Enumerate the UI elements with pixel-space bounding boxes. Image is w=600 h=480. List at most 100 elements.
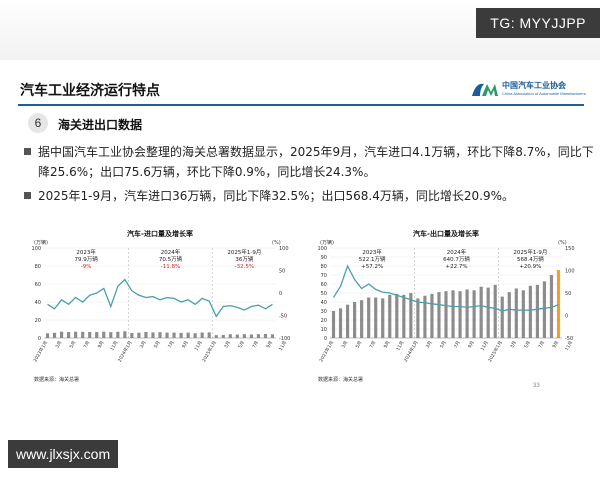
bullet-text: 据中国汽车工业协会整理的海关总署数据显示，2025年9月，汽车进口4.1万辆，环… — [38, 145, 594, 179]
x-tick-label: 11月 — [395, 340, 405, 352]
x-tick-label: 3月 — [425, 340, 434, 349]
right-tick-label: 50 — [279, 269, 285, 275]
x-tick-label: 7月 — [167, 340, 176, 349]
data-bar — [45, 333, 50, 338]
left-tick-label: 50 — [321, 291, 327, 297]
data-bar — [67, 332, 71, 338]
right-axis-unit: (%) — [272, 240, 281, 246]
annotation-year: 2024年 — [161, 248, 181, 256]
data-bar — [521, 290, 525, 338]
data-bar — [172, 332, 176, 338]
data-bar — [221, 335, 225, 338]
data-bar — [549, 275, 554, 338]
data-bar — [331, 311, 336, 338]
annotation-value: 36万辆 — [235, 255, 253, 263]
x-tick-label: 9月 — [383, 340, 392, 349]
data-bar — [535, 284, 539, 338]
export-source-note: 数据来源：海关总署 — [318, 377, 364, 383]
data-bar — [338, 308, 343, 338]
watermark-top: TG: MYYJJPP — [476, 8, 600, 38]
x-tick-label: 11月 — [480, 340, 490, 352]
logo-subtitle: China Association of Automobile Manufact… — [502, 91, 586, 96]
x-tick-label: 11月 — [278, 340, 288, 352]
right-tick-label: 100 — [279, 246, 289, 252]
export-chart: 汽车-出口量及增长率 (万辆) (%) 100 90 80 70 60 50 40 30 20 10 0 1… — [300, 229, 590, 390]
chart-title: 汽车-出口量及增长率 — [413, 230, 479, 238]
data-bar — [345, 304, 350, 338]
data-bar — [193, 333, 197, 338]
data-bar — [353, 302, 357, 338]
section-title: 海关进出口数据 — [58, 118, 143, 132]
watermark-bottom: www.jlxsjx.com — [8, 440, 119, 468]
export-chart-svg: 汽车-出口量及增长率(万辆) (%)10090807060504030201001… — [317, 229, 575, 364]
caam-logo-icon — [472, 83, 498, 96]
slide-title: 汽车工业经济运行特点 — [20, 83, 160, 99]
left-tick-label: 40 — [321, 300, 327, 306]
x-tick-label: 3月 — [139, 340, 148, 349]
data-bar — [130, 332, 134, 338]
x-tick-label: 11月 — [194, 340, 204, 352]
annotation-year: 2023年 — [362, 248, 382, 256]
x-tick-label: 3月 — [509, 340, 518, 349]
data-bar — [451, 290, 455, 338]
data-bar — [151, 332, 155, 338]
right-tick-label: 100 — [565, 269, 575, 275]
data-bar — [423, 295, 427, 338]
data-bar — [486, 287, 490, 338]
data-bar — [507, 292, 511, 338]
data-bar — [228, 334, 232, 338]
bullet-item: 据中国汽车工业协会整理的海关总署数据显示，2025年9月，汽车进口4.1万辆，环… — [24, 142, 594, 182]
x-tick-label: 9月 — [265, 340, 274, 349]
right-tick-label: 0 — [565, 314, 568, 320]
data-bar — [256, 334, 261, 338]
x-tick-label: 7月 — [369, 340, 378, 349]
annotation-year: 2025年1-9月 — [513, 248, 547, 256]
data-bar — [458, 291, 462, 338]
data-bar — [360, 300, 364, 338]
left-tick-label: 90 — [321, 255, 327, 261]
x-tick-label: 2023年1月 — [32, 340, 50, 364]
x-tick-label: 7月 — [453, 340, 462, 349]
x-tick-label: 7月 — [83, 340, 92, 349]
data-bar — [430, 293, 434, 338]
data-bar — [500, 296, 504, 338]
annotation-value: 70.5万辆 — [159, 255, 183, 263]
data-bar — [242, 334, 246, 338]
x-tick-label: 2023年1月 — [318, 340, 336, 364]
x-tick-label: 3月 — [223, 340, 232, 349]
left-tick-label: 0 — [38, 336, 41, 342]
growth-rate-line — [47, 278, 273, 318]
data-bar — [116, 331, 120, 338]
left-tick-label: 60 — [35, 282, 41, 288]
data-bar — [374, 297, 378, 338]
right-tick-label: 150 — [565, 246, 575, 252]
left-tick-label: 30 — [321, 309, 327, 315]
data-bar — [249, 334, 253, 338]
x-tick-label: 5月 — [523, 340, 532, 349]
data-bar — [367, 297, 371, 338]
left-tick-label: 10 — [321, 327, 327, 333]
data-bar — [402, 294, 406, 338]
left-tick-label: 40 — [35, 300, 41, 306]
data-bar — [409, 293, 413, 338]
x-tick-label: 7月 — [537, 340, 546, 349]
data-bar — [88, 331, 92, 338]
data-bar — [186, 332, 190, 338]
data-bar — [437, 292, 441, 338]
left-tick-label: 0 — [324, 336, 327, 342]
annotation-year: 2023年 — [76, 248, 96, 256]
data-bar — [179, 332, 183, 338]
annotation-value: 640.7万辆 — [443, 255, 470, 263]
left-tick-label: 80 — [35, 264, 41, 270]
x-tick-label: 11月 — [109, 340, 119, 352]
data-bar — [52, 332, 57, 338]
right-tick-label: 50 — [565, 291, 571, 297]
left-tick-label: 100 — [31, 246, 41, 252]
right-tick-label: -50 — [279, 314, 287, 320]
chart-title: 汽车-进口量及增长率 — [127, 230, 193, 238]
data-bar — [158, 332, 162, 338]
left-tick-label: 70 — [321, 273, 327, 279]
data-bar — [102, 331, 106, 338]
right-axis-unit: (%) — [558, 240, 567, 246]
annotation-growth: -9% — [81, 264, 92, 270]
